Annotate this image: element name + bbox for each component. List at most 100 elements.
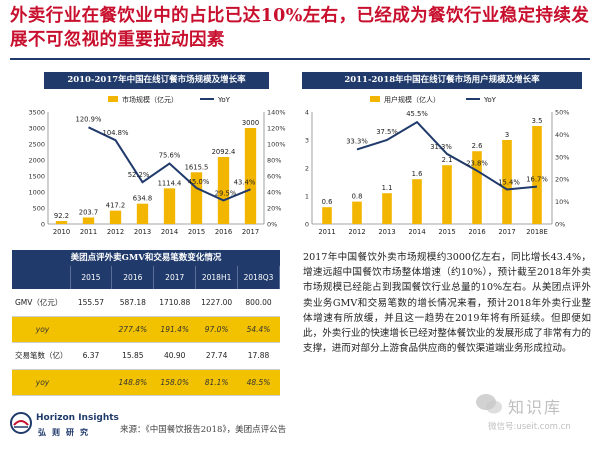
x-tick-label: 2011	[80, 228, 97, 236]
x-tick-label: 2013	[378, 228, 395, 236]
chart2-user-size: 用户规模（亿人） YoY012340%10%20%30%40%50%0.60.81…	[305, 95, 570, 236]
y-tick-label-right: 20%	[267, 205, 281, 213]
x-tick-label: 2012	[107, 228, 124, 236]
bar	[502, 140, 512, 224]
source-note: 来源：《中国餐饮报告2018》，美团点评公告	[120, 425, 287, 435]
bar	[82, 217, 95, 224]
x-tick-label: 2016	[215, 228, 232, 236]
bar-value-label: 417.2	[106, 202, 125, 210]
line-value-label: 15.4%	[498, 179, 520, 187]
y-tick-label-left: 1000	[28, 189, 45, 197]
table-cell: 6.37	[70, 342, 112, 370]
table-cell: 27.74	[195, 342, 238, 370]
bar-value-label: 634.8	[133, 195, 152, 203]
body-paragraph: 2017年中国餐饮外卖市场规模约3000亿左右，同比增长43.4%，增速远超中国…	[303, 252, 591, 355]
legend-bar-swatch	[108, 96, 118, 102]
line-value-label: 75.6%	[159, 152, 181, 160]
y-tick-label-right: 100%	[267, 141, 286, 149]
y-tick-label-left: 3000	[28, 125, 45, 133]
bar-value-label: 1615.5	[185, 163, 209, 171]
bar-value-label: 2.1	[442, 156, 453, 164]
table-header-cell: 2015	[70, 266, 113, 289]
bar	[472, 151, 482, 224]
bar-value-label: 1.6	[412, 170, 423, 178]
y-tick-label-left: 2	[305, 165, 309, 173]
x-tick-label: 2018E	[526, 228, 548, 236]
legend-line-label: YoY	[217, 96, 231, 104]
bar	[109, 210, 122, 224]
x-tick-label: 2011	[318, 228, 335, 236]
y-tick-label-right: 80%	[267, 157, 281, 165]
y-tick-label-left: 1	[305, 193, 309, 201]
table-row: 交易笔数（亿） 6.37 15.85 40.90 27.74 17.88	[12, 342, 280, 370]
y-tick-label-right: 40%	[555, 131, 569, 139]
table-cell: 15.85	[111, 342, 154, 370]
slide-title: 外卖行业在餐饮业中的占比已达10%左右，已经成为餐饮行业稳定持续发展不可忽视的重…	[10, 6, 590, 50]
y-tick-label-right: 120%	[267, 125, 286, 133]
chart1-title: 2010-2017年中国在线订餐市场规模及增长率	[44, 72, 269, 89]
legend-bar-label: 用户规模（亿人）	[384, 95, 440, 104]
bar	[217, 157, 230, 224]
table-cell: 800.00	[237, 289, 280, 317]
bar	[190, 172, 203, 224]
chart2-title: 2011-2018年中国在线订餐市场用户规模及增长率	[302, 72, 582, 89]
bar-value-label: 2.6	[472, 142, 483, 150]
bar-value-label: 0.6	[322, 198, 333, 206]
bar	[442, 165, 452, 224]
y-tick-label-right: 140%	[267, 109, 286, 117]
table-cell: 155.57	[70, 289, 112, 317]
bar	[55, 221, 68, 224]
table-title: 美团点评外卖GMV和交易笔数变化情况	[12, 250, 280, 266]
table-cell: 587.18	[111, 289, 154, 317]
y-tick-label-left: 500	[33, 205, 45, 213]
line-value-label: 33.3%	[346, 137, 368, 145]
y-tick-label-right: 50%	[555, 109, 569, 117]
table-cell: 17.88	[237, 342, 280, 370]
x-tick-label: 2016	[468, 228, 485, 236]
y-tick-label-left: 3	[305, 137, 309, 145]
y-tick-label-left: 0	[305, 221, 309, 229]
title-divider	[10, 58, 590, 60]
bar	[244, 128, 257, 224]
bar-value-label: 203.7	[79, 208, 98, 216]
line-value-label: 120.9%	[76, 115, 102, 123]
table-header-cell: 2017	[153, 266, 197, 289]
gmv-table: 2015 2016 2017 2018H1 2018Q3 GMV（亿元） 155…	[12, 266, 280, 396]
wechat-icon	[476, 394, 502, 414]
line-value-label: 23.8%	[466, 160, 488, 168]
row-label: GMV（亿元）	[12, 289, 70, 317]
bar-value-label: 1.1	[382, 184, 393, 192]
x-tick-label: 2012	[348, 228, 365, 236]
y-tick-label-left: 0	[41, 221, 45, 229]
bar	[163, 188, 176, 224]
table-cell: 40.90	[153, 342, 196, 370]
y-tick-label-left: 1500	[28, 173, 45, 181]
bar	[382, 193, 392, 224]
x-tick-label: 2010	[53, 228, 70, 236]
watermark-text: 知识库	[508, 398, 563, 417]
line-value-label: 52.2%	[128, 171, 150, 179]
table-cell: 191.4%	[153, 316, 196, 343]
x-tick-label: 2013	[134, 228, 151, 236]
horizon-logo-icon	[10, 412, 32, 434]
legend-bar-swatch	[370, 96, 380, 102]
yoy-line	[88, 126, 251, 202]
bar	[322, 207, 332, 224]
legend-bar-label: 市场规模（亿元）	[122, 95, 178, 104]
line-value-label: 29.5%	[215, 189, 237, 197]
x-tick-label: 2014	[161, 228, 178, 236]
y-tick-label-left: 2000	[28, 157, 45, 165]
bar-value-label: 1114.4	[158, 179, 182, 187]
y-tick-label-left: 2500	[28, 141, 45, 149]
bar	[532, 126, 542, 224]
y-tick-label-right: 0%	[267, 221, 277, 229]
line-value-label: 45.0%	[188, 178, 210, 186]
line-value-label: 31.3%	[430, 143, 452, 151]
table-cell: 277.4%	[111, 316, 154, 343]
line-value-label: 45.5%	[406, 110, 428, 118]
y-tick-label-right: 0%	[555, 221, 565, 229]
table-cell: 97.0%	[195, 316, 238, 343]
y-tick-label-right: 60%	[267, 173, 281, 181]
y-tick-label-right: 20%	[555, 176, 569, 184]
table-cell: 48.5%	[237, 369, 280, 396]
